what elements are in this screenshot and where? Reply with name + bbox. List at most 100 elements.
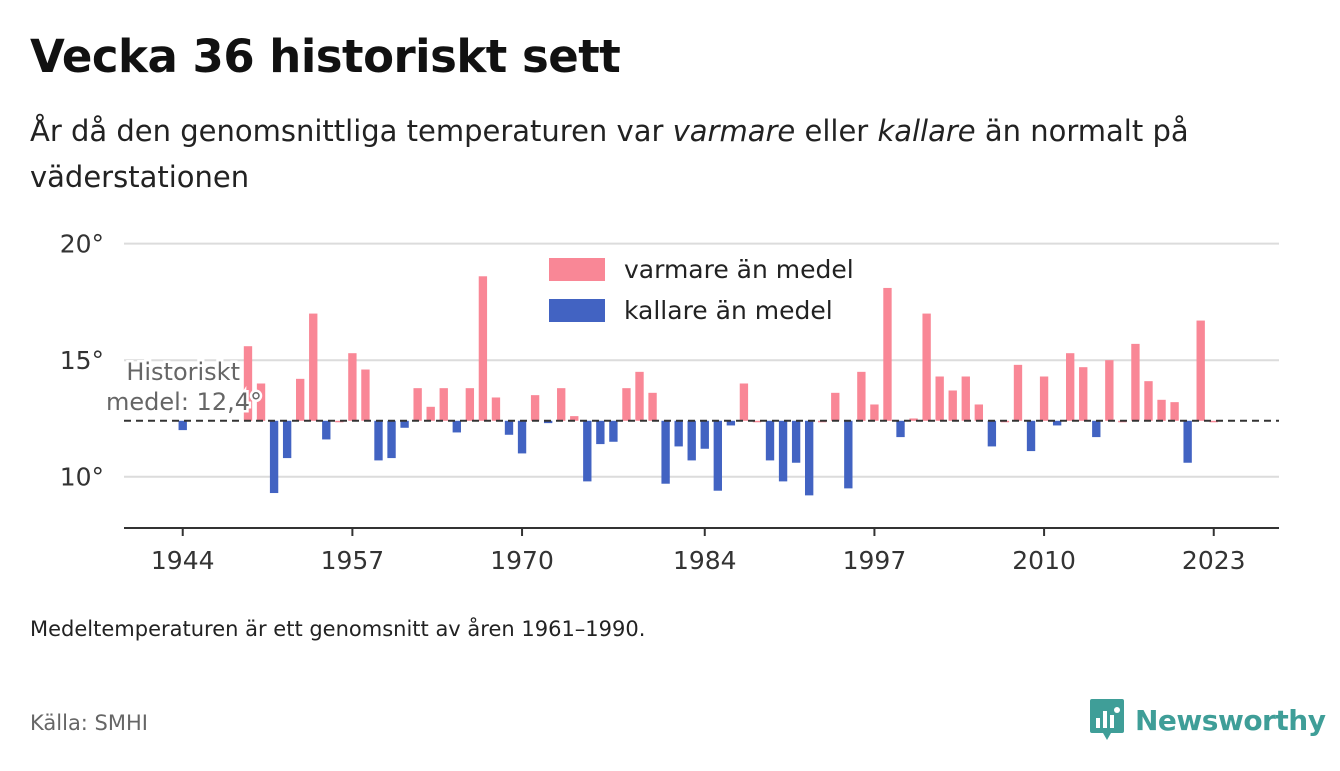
footnote: Medeltemperaturen är ett genomsnitt av å… (30, 617, 646, 641)
bar-cold-1991 (791, 420, 801, 463)
legend-swatch-cold (549, 299, 605, 322)
bar-cold-1975 (583, 420, 592, 482)
bar-cold-1990 (778, 420, 788, 482)
bar-cold-1969 (504, 420, 514, 435)
bar-cold-1952 (282, 420, 292, 459)
legend-label-warm: varmare än medel (624, 255, 854, 284)
bar-warm-1979 (635, 371, 644, 421)
bar-warm-1954 (309, 313, 318, 421)
bar-cold-1985 (713, 420, 722, 491)
bar-warm-1998 (883, 287, 892, 421)
bar-warm-2023 (1209, 420, 1218, 423)
subtitle-warm-word: varmare (672, 114, 796, 148)
page-subtitle: År då den genomsnittliga temperaturen va… (30, 108, 1260, 200)
brand-logo[interactable]: Newsworthy (1089, 698, 1326, 742)
bar-cold-1983 (687, 420, 696, 461)
subtitle-cold-word: kallare (877, 114, 976, 148)
subtitle-text-1: År då den genomsnittliga temperaturen va… (30, 114, 673, 148)
baseline-label-line1: Historiskt (126, 358, 240, 386)
page-title: Vecka 36 historiskt sett (30, 30, 621, 83)
bar-warm-1963 (426, 406, 435, 421)
bar-cold-1986 (726, 420, 736, 426)
bar-warm-2008 (1013, 364, 1023, 421)
bar-warm-1973 (557, 388, 566, 421)
bar-warm-2020 (1170, 402, 1179, 421)
legend-label-cold: kallare än medel (624, 296, 833, 325)
bar-cold-1989 (765, 420, 775, 461)
bar-cold-1981 (661, 420, 670, 484)
bar-warm-1956 (335, 420, 344, 423)
bar-warm-1997 (870, 404, 879, 421)
subtitle-text-3: än normalt på väderstationen (30, 114, 1189, 194)
temperature-bar-chart: Historiskt medel: 12,4° 10°15°20° 1944 19… (60, 230, 1279, 575)
bar-warm-1971 (530, 395, 540, 421)
bar-warm-1988 (752, 420, 762, 423)
bar-cold-1944 (178, 420, 187, 431)
bar-warm-2002 (935, 376, 944, 421)
bars (178, 276, 1218, 496)
bar-warm-2003 (948, 390, 957, 421)
bar-cold-1999 (896, 420, 905, 438)
source-credit: Källa: SMHI (30, 711, 148, 735)
bar-cold-2014 (1092, 420, 1101, 438)
bar-chart-icon (1090, 699, 1124, 740)
bar-cold-1972 (543, 420, 553, 424)
bar-cold-1977 (609, 420, 618, 442)
bar-cold-1976 (596, 420, 605, 445)
x-tick-label: 2023 (1182, 546, 1246, 575)
baseline-label: Historiskt medel: 12,4° (104, 356, 265, 419)
bar-cold-1982 (674, 420, 683, 447)
bar-cold-2009 (1026, 420, 1036, 452)
bar-cold-1960 (387, 420, 396, 459)
bar-cold-1961 (400, 420, 409, 428)
bar-warm-1962 (413, 388, 422, 421)
bar-warm-2015 (1105, 360, 1114, 421)
x-tick-label: 1984 (673, 546, 737, 575)
x-tick-label: 1997 (843, 546, 907, 575)
bar-warm-2001 (922, 313, 931, 421)
bar-cold-1955 (322, 420, 331, 440)
bar-warm-1996 (857, 371, 866, 421)
brand-name: Newsworthy (1135, 703, 1326, 737)
bar-warm-1980 (648, 392, 657, 421)
bar-cold-2006 (987, 420, 997, 447)
bar-warm-1958 (361, 369, 370, 421)
bar-warm-1953 (296, 378, 305, 421)
y-tick-label: 10° (60, 463, 104, 492)
bar-cold-1965 (452, 420, 461, 433)
bar-cold-1992 (804, 420, 814, 496)
bar-warm-2022 (1196, 320, 1205, 421)
bar-warm-1964 (439, 388, 448, 421)
legend-swatch-warm (549, 258, 605, 281)
bar-cold-1959 (374, 420, 383, 461)
bar-warm-1957 (348, 353, 357, 421)
x-tick-label: 2010 (1012, 546, 1076, 575)
bar-warm-2017 (1131, 343, 1140, 421)
bar-warm-2000 (909, 418, 918, 421)
bar-cold-1970 (517, 420, 527, 454)
bar-warm-1978 (622, 388, 631, 421)
bar-warm-2010 (1039, 376, 1049, 421)
bar-warm-1950 (256, 383, 266, 421)
bar-cold-1995 (844, 420, 853, 489)
x-tick-label: 1970 (490, 546, 554, 575)
x-tick-label: 1957 (321, 546, 385, 575)
bar-warm-1949 (243, 346, 253, 421)
bar-warm-2013 (1079, 367, 1088, 421)
bar-cold-2021 (1183, 420, 1192, 463)
y-tick-label: 20° (60, 230, 104, 259)
bar-warm-2012 (1066, 353, 1075, 421)
bar-cold-2011 (1052, 420, 1062, 426)
bar-warm-2018 (1144, 381, 1153, 421)
y-axis-ticks: 10° 15° 20° (60, 230, 104, 492)
bar-warm-1974 (570, 416, 579, 421)
x-tick-label: 1944 (151, 546, 215, 575)
bar-warm-1967 (478, 276, 488, 421)
bar-warm-2019 (1157, 399, 1166, 421)
bar-warm-2005 (974, 404, 984, 421)
bar-warm-1987 (739, 383, 749, 421)
bar-cold-1984 (700, 420, 709, 449)
baseline-label-line2: medel: 12,4° (106, 388, 262, 416)
subtitle-text-2: eller (795, 114, 878, 148)
bar-warm-1966 (465, 388, 475, 421)
